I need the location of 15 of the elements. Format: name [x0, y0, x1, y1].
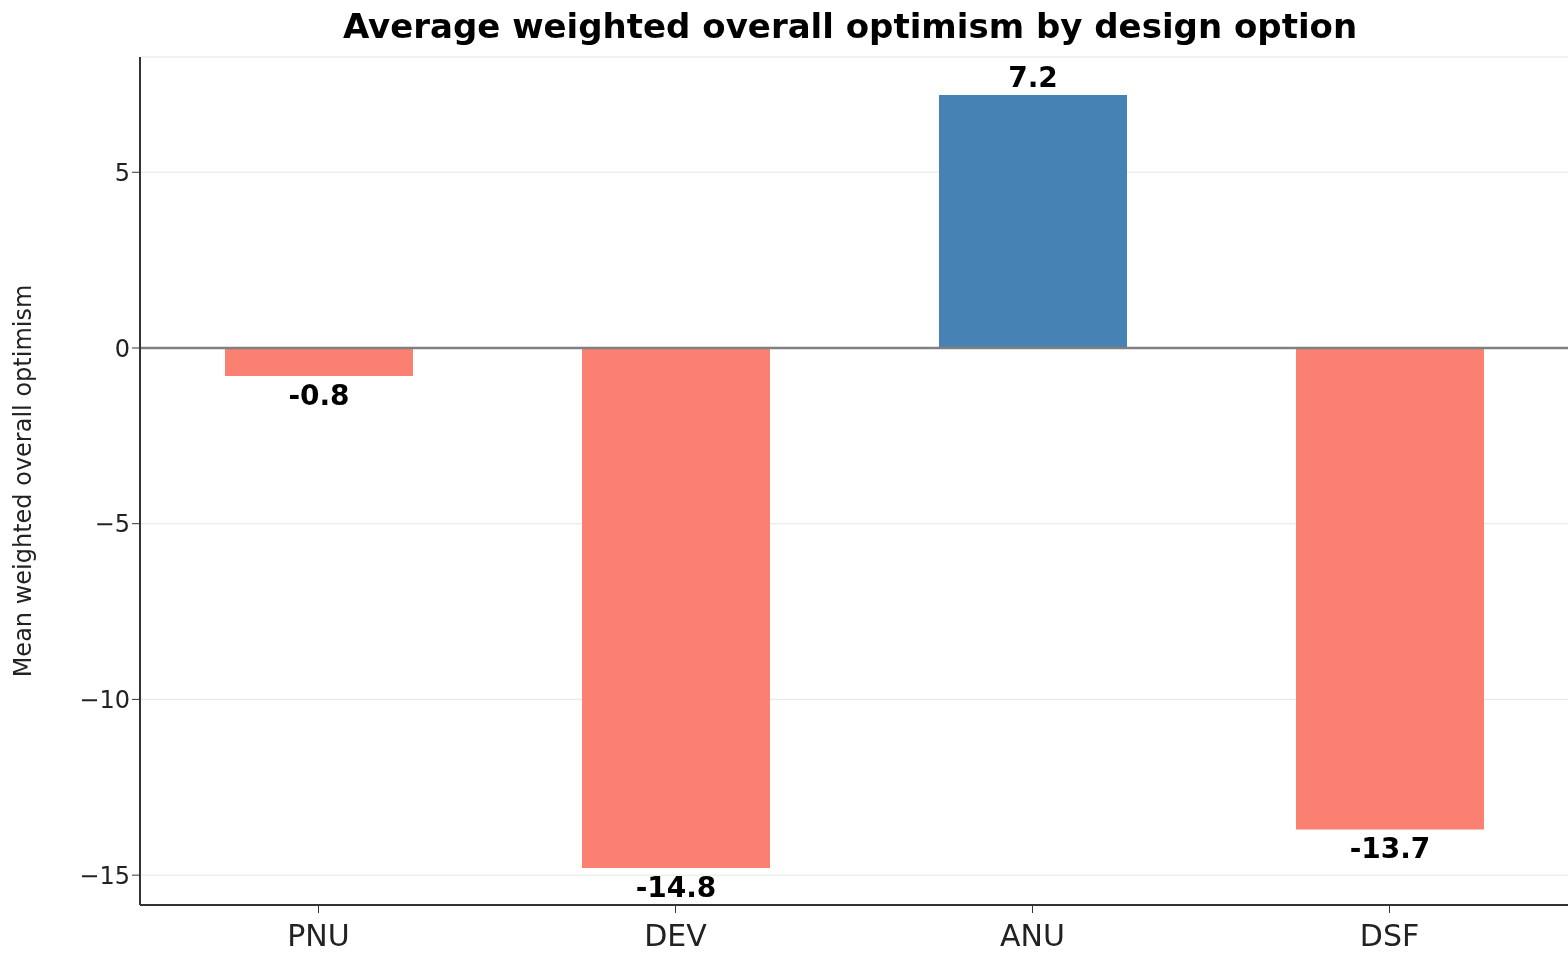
data-label: 7.2 — [1008, 60, 1058, 94]
y-tick-label: 5 — [114, 158, 130, 187]
data-label: -0.8 — [288, 378, 350, 412]
y-tick-label: −5 — [94, 510, 130, 539]
y-axis-title: Mean weighted overall optimism — [8, 284, 37, 678]
data-label: -14.8 — [635, 870, 717, 904]
x-tick-label: PNU — [287, 918, 350, 954]
x-tick-label: DSF — [1359, 918, 1420, 954]
data-label: -13.7 — [1349, 832, 1431, 866]
y-tick-label: −10 — [79, 685, 130, 714]
chart-title: Average weighted overall optimism by design option — [341, 6, 1359, 46]
x-tick-label: ANU — [1000, 918, 1065, 954]
y-tick-label: −15 — [79, 861, 130, 890]
y-tick-label: 0 — [114, 334, 130, 363]
x-tick-label: DEV — [644, 918, 708, 954]
